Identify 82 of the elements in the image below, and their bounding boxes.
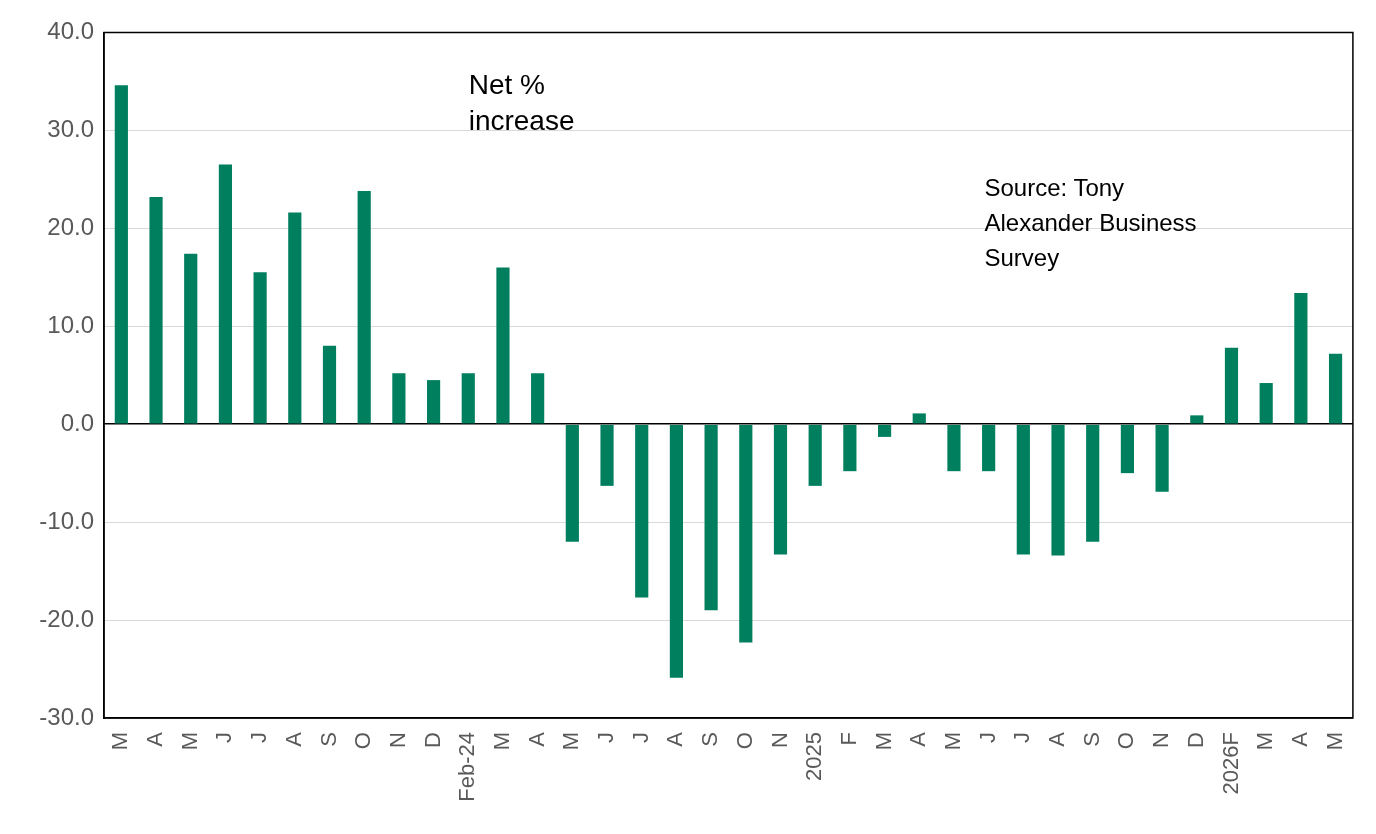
bar (1328, 353, 1343, 424)
y-tick-label: 30.0 (47, 114, 94, 142)
x-tick-label: J (246, 732, 272, 743)
bar (1155, 424, 1169, 492)
bar (218, 164, 233, 424)
x-tick-label: M (489, 732, 515, 751)
bar (1086, 424, 1100, 542)
bar (1051, 424, 1065, 556)
bar (322, 345, 337, 424)
bar (149, 196, 163, 424)
x-tick-label: A (142, 731, 168, 747)
bar (912, 413, 926, 424)
x-tick-label: J (593, 732, 619, 743)
bar (1016, 424, 1030, 555)
x-tick-label: M (107, 732, 133, 751)
x-tick-label: Feb-24 (454, 732, 480, 802)
bar (114, 85, 128, 424)
x-tick-label: A (523, 731, 549, 747)
x-tick-label: M (558, 732, 584, 751)
x-tick-label: O (350, 732, 376, 750)
x-tick-label: O (1113, 732, 1139, 750)
x-tick-label: A (905, 731, 931, 747)
bar (773, 424, 788, 555)
bar (704, 424, 718, 611)
x-tick-label: 2026F (1217, 732, 1243, 795)
annotation: Net % increase (468, 69, 575, 137)
x-tick-label: A (1044, 731, 1070, 747)
y-tick-label: 0.0 (60, 408, 94, 436)
x-tick-label: M (176, 732, 202, 751)
y-tick-label: 10.0 (47, 310, 94, 338)
bar (1120, 424, 1134, 474)
x-tick-label: M (1321, 732, 1347, 751)
bar (947, 424, 961, 472)
x-tick-label: D (419, 732, 445, 748)
bar (288, 212, 302, 424)
x-tick-label: F (835, 732, 861, 746)
bar (600, 424, 614, 486)
x-tick-label: O (731, 732, 757, 750)
x-tick-label: D (1182, 732, 1208, 748)
x-tick-label: J (974, 732, 1000, 743)
x-tick-label: M (1252, 732, 1278, 751)
y-tick-label: -20.0 (39, 604, 94, 632)
bar (635, 424, 649, 598)
x-tick-label: N (384, 732, 410, 748)
bar (531, 373, 545, 424)
x-tick-label: A (1286, 731, 1312, 747)
annotation: Source: Tony Alexander Business Survey (984, 174, 1197, 272)
bar (982, 424, 996, 472)
bar (739, 424, 753, 643)
x-tick-label: A (662, 731, 688, 747)
x-tick-label: J (1009, 732, 1035, 743)
x-tick-label: 2025 (801, 732, 827, 781)
bar (461, 373, 475, 424)
bar (1224, 347, 1239, 424)
x-tick-label: J (627, 732, 653, 743)
x-tick-label: M (870, 732, 896, 751)
x-tick-label: M (940, 732, 966, 751)
bar (669, 424, 684, 678)
x-tick-label: A (280, 731, 306, 747)
bar (843, 424, 857, 472)
x-tick-label: N (766, 732, 792, 748)
bar (1259, 383, 1273, 424)
bar (392, 373, 406, 424)
y-tick-label: -30.0 (39, 702, 94, 730)
bar (426, 380, 441, 424)
bar (1190, 415, 1204, 424)
bar (565, 424, 579, 542)
x-tick-label: S (1078, 732, 1104, 747)
y-tick-label: -10.0 (39, 506, 94, 534)
bar (184, 253, 198, 424)
bar (1294, 292, 1308, 424)
bar (253, 272, 267, 424)
bar (877, 424, 892, 437)
bar (808, 424, 822, 486)
bar (496, 267, 510, 424)
bar (357, 191, 371, 424)
y-tick-label: 40.0 (47, 17, 94, 45)
x-tick-label: S (697, 732, 723, 747)
x-tick-label: J (211, 732, 237, 743)
y-tick-label: 20.0 (47, 212, 94, 240)
x-tick-label: S (315, 732, 341, 747)
x-tick-label: N (1148, 732, 1174, 748)
